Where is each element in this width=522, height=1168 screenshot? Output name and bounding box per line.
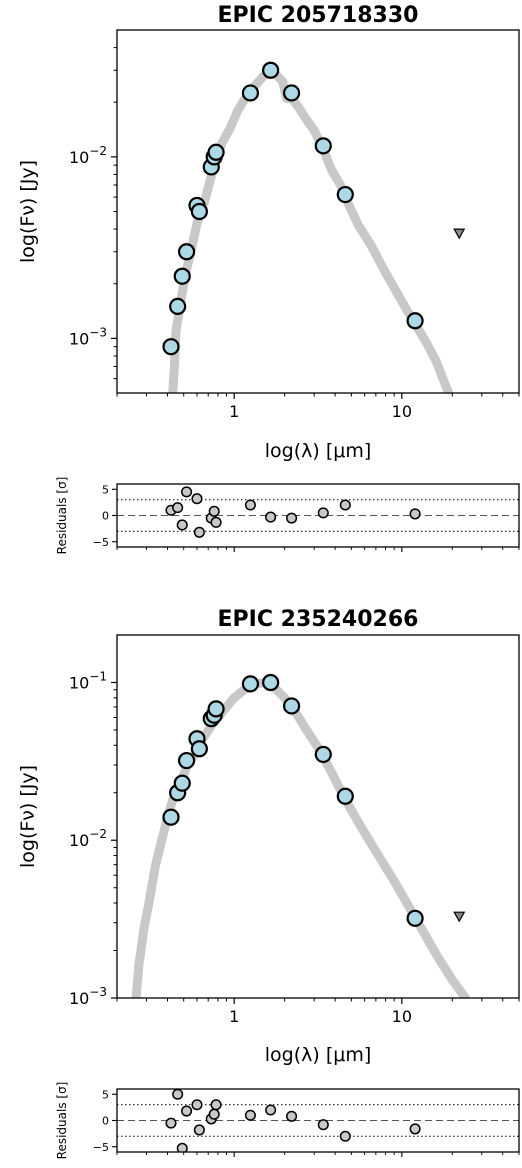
plot-frame (116, 634, 520, 999)
photometry-point (336, 185, 354, 204)
photometry-point (262, 673, 280, 692)
y-tick-base: 10 (69, 148, 89, 167)
residual-y-tick-label: 0 (102, 510, 109, 523)
residual-point (265, 511, 277, 523)
residuals-axis-label: Residuals [σ] (55, 1082, 69, 1160)
residual-point (317, 1119, 329, 1131)
residual-point (176, 519, 188, 531)
residual-point (409, 1123, 421, 1135)
x-tick-label: 10 (392, 402, 412, 421)
y-tick-exponent: −3 (89, 985, 107, 999)
photometry-point (173, 267, 191, 285)
x-axis-label: log(λ) [μm] (265, 440, 372, 462)
residuals-panel: 5 0 −5 Residuals [σ] (55, 477, 520, 555)
photometry-point (162, 808, 180, 826)
residual-point (339, 499, 351, 511)
x-tick-label: 1 (229, 1007, 239, 1026)
y-tick-label: 10−2 (69, 144, 107, 167)
photometry-point (314, 137, 332, 155)
chart-title: EPIC 205718330 (218, 3, 419, 28)
y-tick-exponent: −1 (89, 669, 107, 683)
upper-limit-marker (453, 228, 466, 240)
x-tick-label: 1 (229, 402, 239, 421)
y-tick-exponent: −2 (89, 827, 107, 841)
chart-title: EPIC 235240266 (218, 607, 419, 632)
residual-point (176, 1142, 188, 1152)
residual-point (165, 1117, 177, 1129)
photometry-point (406, 312, 424, 330)
photometry-point (169, 297, 187, 316)
residual-y-tick-label: 5 (102, 1088, 109, 1101)
photometry-point (177, 751, 196, 770)
y-tick-exponent: −2 (89, 144, 107, 158)
photometry-point (406, 909, 424, 927)
photometry-point (241, 675, 260, 693)
y-axis-label: log(Fν) [Jy] (17, 160, 39, 263)
y-tick-base: 10 (69, 673, 89, 692)
photometry-point (190, 202, 208, 221)
residuals-panel: 5 0 −5 Residuals [σ] (55, 1082, 520, 1160)
residual-point (193, 526, 205, 538)
y-axis-label: log(Fν) [Jy] (17, 765, 39, 868)
photometry-point (162, 338, 180, 356)
y-tick-base: 10 (69, 329, 89, 348)
y-tick-exponent: −3 (89, 325, 107, 339)
photometry-point (262, 61, 280, 79)
photometry-point (314, 745, 332, 764)
photometry-point (282, 697, 301, 715)
residual-point (210, 516, 222, 528)
residual-point (208, 505, 220, 517)
residual-point (244, 1109, 256, 1121)
x-axis-label: log(λ) [μm] (265, 1044, 372, 1066)
upper-limit-marker (453, 911, 466, 923)
y-tick-label: 10−3 (69, 325, 107, 348)
residual-point (191, 493, 203, 505)
residual-point (265, 1104, 277, 1116)
residual-point (244, 499, 256, 511)
residual-y-tick-label: 0 (102, 1115, 109, 1128)
residual-point (181, 486, 193, 498)
y-tick-base: 10 (69, 831, 89, 850)
residual-point (317, 507, 329, 519)
y-tick-label: 10−2 (69, 827, 107, 850)
y-tick-label: 10−1 (69, 669, 107, 692)
model-sed-line (168, 68, 454, 393)
photometry-point (336, 787, 354, 805)
photometry-point (207, 143, 225, 161)
residual-point (286, 512, 298, 524)
photometry-point (207, 700, 225, 718)
residual-point (409, 508, 421, 520)
residual-point (191, 1099, 203, 1111)
residual-point (193, 1124, 205, 1136)
model-sed-line (131, 678, 471, 998)
photometry-point (282, 84, 301, 102)
residual-y-tick-label: 5 (102, 483, 109, 496)
residual-point (286, 1110, 298, 1122)
photometry-point (173, 774, 191, 792)
residual-point (172, 502, 184, 514)
residual-point (339, 1130, 351, 1142)
y-tick-base: 10 (69, 989, 89, 1008)
residual-point (210, 1099, 222, 1111)
residual-point (172, 1089, 184, 1100)
photometry-point (190, 740, 208, 758)
photometry-point (177, 243, 196, 261)
photometry-point (241, 84, 260, 102)
y-tick-label: 10−3 (69, 985, 107, 1008)
x-tick-label: 10 (392, 1007, 412, 1026)
residual-y-tick-label: −5 (93, 536, 109, 549)
residual-point (181, 1105, 193, 1117)
residual-y-tick-label: −5 (93, 1141, 109, 1154)
residual-point (208, 1108, 220, 1120)
residuals-axis-label: Residuals [σ] (55, 477, 69, 555)
